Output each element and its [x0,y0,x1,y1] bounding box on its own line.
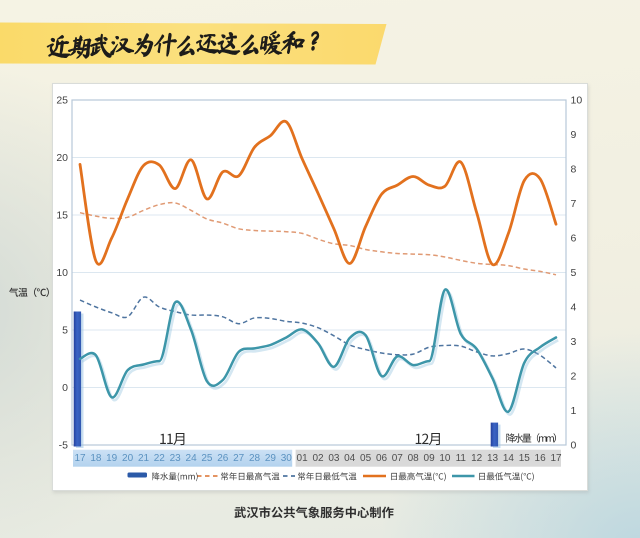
svg-text:5: 5 [571,267,577,279]
svg-text:27: 27 [233,453,245,464]
svg-text:04: 04 [344,453,356,464]
svg-text:10: 10 [571,95,583,107]
svg-text:20: 20 [122,453,134,464]
svg-text:17: 17 [550,453,562,464]
svg-text:07: 07 [392,453,404,464]
svg-text:-5: -5 [59,440,68,452]
svg-text:10: 10 [439,453,451,464]
svg-text:25: 25 [56,95,68,107]
svg-text:28: 28 [249,453,261,464]
svg-text:0: 0 [571,440,577,452]
svg-text:21: 21 [138,453,150,464]
svg-text:05: 05 [360,453,372,464]
svg-text:15: 15 [56,210,68,222]
svg-text:06: 06 [376,453,388,464]
svg-text:25: 25 [201,453,213,464]
svg-text:8: 8 [571,164,577,176]
svg-text:22: 22 [154,453,166,464]
svg-text:4: 4 [571,302,577,314]
svg-text:16: 16 [535,453,547,464]
svg-text:26: 26 [217,453,229,464]
svg-text:18: 18 [90,453,102,464]
svg-text:17: 17 [74,453,86,464]
svg-text:01: 01 [297,453,309,464]
svg-text:14: 14 [503,453,515,464]
svg-text:11: 11 [456,453,467,464]
svg-text:23: 23 [170,453,182,464]
svg-text:09: 09 [424,453,436,464]
svg-text:15: 15 [519,453,531,464]
svg-text:12: 12 [471,453,483,464]
svg-text:7: 7 [571,198,577,210]
svg-text:0: 0 [62,382,68,394]
svg-text:9: 9 [571,129,577,141]
svg-text:08: 08 [408,453,420,464]
svg-text:1: 1 [571,405,577,417]
svg-text:19: 19 [106,453,118,464]
svg-text:03: 03 [328,453,340,464]
svg-text:02: 02 [312,453,324,464]
svg-text:30: 30 [281,453,293,464]
svg-text:29: 29 [265,453,277,464]
svg-text:3: 3 [571,336,577,348]
svg-text:13: 13 [487,453,499,464]
svg-text:10: 10 [56,267,68,279]
svg-text:5: 5 [62,325,68,337]
svg-text:2: 2 [571,371,577,383]
svg-text:24: 24 [186,453,198,464]
svg-text:6: 6 [571,233,577,245]
svg-text:20: 20 [56,152,68,164]
